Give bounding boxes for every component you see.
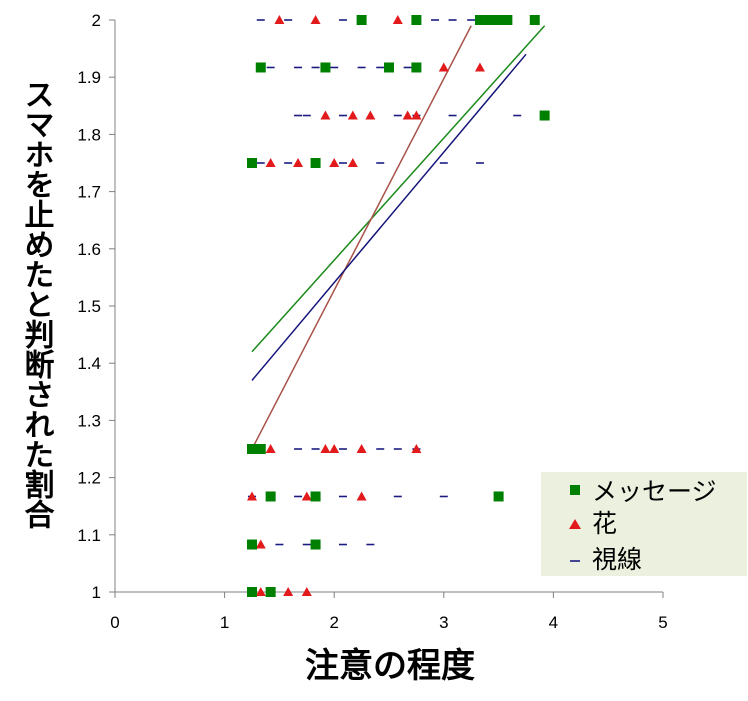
message-point (539, 110, 550, 121)
x-tick-label: 5 (658, 613, 667, 632)
y-tick-label: 1.5 (77, 297, 101, 316)
message-point (310, 539, 321, 550)
y-tick-label: 1.2 (77, 469, 101, 488)
legend-label-message: メッセージ (592, 477, 717, 506)
y-tick-label: 1.4 (77, 354, 101, 373)
y-tick-label: 1.8 (77, 125, 101, 144)
flower-point (438, 62, 449, 72)
flower-point (411, 444, 422, 453)
axes (109, 19, 664, 598)
message-point (484, 15, 495, 25)
y-tick-label: 1.9 (77, 68, 101, 87)
message-point (310, 491, 321, 502)
flower-point (255, 539, 266, 549)
x-tick-label: 2 (329, 613, 338, 632)
x-tick-label: 0 (110, 613, 119, 632)
flower-point (392, 15, 403, 24)
trendline (251, 25, 546, 353)
trendline (251, 25, 472, 450)
message-point (265, 491, 276, 502)
flower-point (347, 158, 358, 167)
flower-point (310, 15, 321, 24)
message-point (493, 491, 504, 502)
trendlines (251, 25, 546, 450)
flower-point (347, 110, 358, 120)
flower-point (356, 491, 367, 501)
legend-label-flower: 花 (592, 509, 617, 538)
legend-label-gaze: 視線 (592, 545, 642, 574)
flower-point (247, 491, 257, 501)
flower-point (320, 444, 331, 453)
message-point (247, 539, 257, 550)
message-point (356, 15, 367, 25)
y-tick-label: 1 (92, 583, 101, 602)
y-tick-label: 1.7 (77, 183, 101, 202)
message-point (247, 444, 257, 454)
flower-point (329, 158, 340, 167)
flower-point (402, 110, 413, 120)
flower-point (301, 491, 312, 501)
flower-point (356, 444, 367, 453)
message-point (474, 15, 485, 25)
legend-marker-message (570, 485, 580, 495)
message-point (411, 15, 422, 25)
flower-point (301, 587, 312, 596)
data-points (247, 15, 550, 597)
flower-point (274, 15, 285, 24)
flower-point (320, 110, 331, 120)
message-point (255, 62, 266, 73)
flower-point (283, 587, 294, 596)
flower-point (265, 158, 276, 167)
tick-labels: 11.11.21.31.41.51.61.71.81.920 1 2 3 4 5 (77, 11, 667, 632)
message-point (247, 158, 257, 168)
y-axis-title: スマホを止めたと判断された割合 (19, 79, 55, 529)
flower-point (265, 444, 276, 453)
y-tick-label: 2 (92, 11, 101, 30)
flower-point (411, 110, 422, 120)
message-point (255, 444, 266, 454)
flower-point (255, 587, 266, 596)
x-tick-label: 3 (439, 613, 448, 632)
legend: メッセージ 花 視線 (541, 472, 747, 576)
message-point (529, 15, 540, 25)
message-point (493, 15, 504, 25)
message-point (265, 587, 276, 597)
y-tick-label: 1.3 (77, 411, 101, 430)
flower-point (474, 62, 485, 72)
message-point (310, 158, 321, 168)
x-axis-title: 注意の程度 (305, 646, 475, 686)
message-point (411, 62, 422, 73)
legend-marker-flower (569, 519, 581, 529)
y-tick-label: 1.1 (77, 526, 101, 545)
trendline (251, 53, 527, 381)
x-tick-label: 4 (549, 613, 558, 632)
y-tick-label: 1.6 (77, 240, 101, 259)
flower-point (293, 158, 304, 167)
message-point (320, 62, 331, 73)
flower-point (329, 444, 340, 453)
flower-point (365, 110, 376, 120)
x-tick-label: 1 (220, 613, 229, 632)
message-point (384, 62, 394, 73)
message-point (247, 587, 257, 597)
message-point (502, 15, 513, 25)
